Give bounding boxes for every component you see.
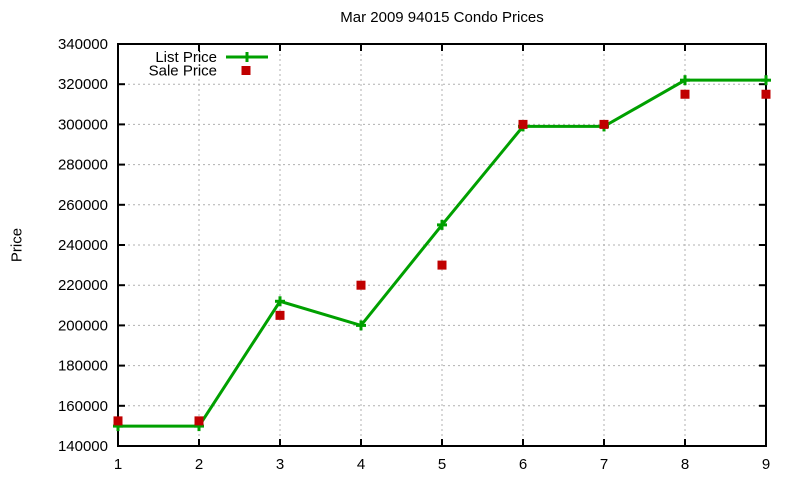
x-tick-label: 7 xyxy=(600,456,608,473)
sale-price-point xyxy=(275,310,285,320)
x-tick-label: 1 xyxy=(114,456,122,473)
y-tick-label: 220000 xyxy=(58,277,108,294)
x-tick-label: 4 xyxy=(357,456,365,473)
legend-label-sale-price: Sale Price xyxy=(149,63,217,80)
x-tick-label: 5 xyxy=(438,456,446,473)
sale-price-point xyxy=(113,416,123,426)
x-tick-label: 9 xyxy=(762,456,770,473)
y-tick-label: 300000 xyxy=(58,116,108,133)
sale-price-point xyxy=(518,119,528,129)
y-tick-label: 160000 xyxy=(58,398,108,415)
y-tick-label: 200000 xyxy=(58,317,108,334)
x-tick-label: 2 xyxy=(195,456,203,473)
y-tick-label: 340000 xyxy=(58,36,108,53)
chart-title: Mar 2009 94015 Condo Prices xyxy=(340,9,544,26)
y-tick-label: 280000 xyxy=(58,157,108,174)
y-tick-label: 240000 xyxy=(58,237,108,254)
sale-price-point xyxy=(437,260,447,270)
sale-price-point xyxy=(599,119,609,129)
legend-label-list-price: List Price xyxy=(155,49,217,66)
legend-sale-price-square-marker xyxy=(241,66,251,75)
plot-border xyxy=(117,43,767,447)
x-tick-label: 8 xyxy=(681,456,689,473)
sale-price-point xyxy=(356,280,366,290)
x-tick-label: 3 xyxy=(276,456,284,473)
x-tick-label: 6 xyxy=(519,456,527,473)
y-tick-label: 260000 xyxy=(58,197,108,214)
y-tick-label: 140000 xyxy=(58,438,108,455)
sale-price-point xyxy=(761,89,771,99)
sale-price-point xyxy=(680,89,690,99)
sale-price-point xyxy=(194,416,204,426)
y-tick-label: 180000 xyxy=(58,358,108,375)
y-tick-label: 320000 xyxy=(58,76,108,93)
